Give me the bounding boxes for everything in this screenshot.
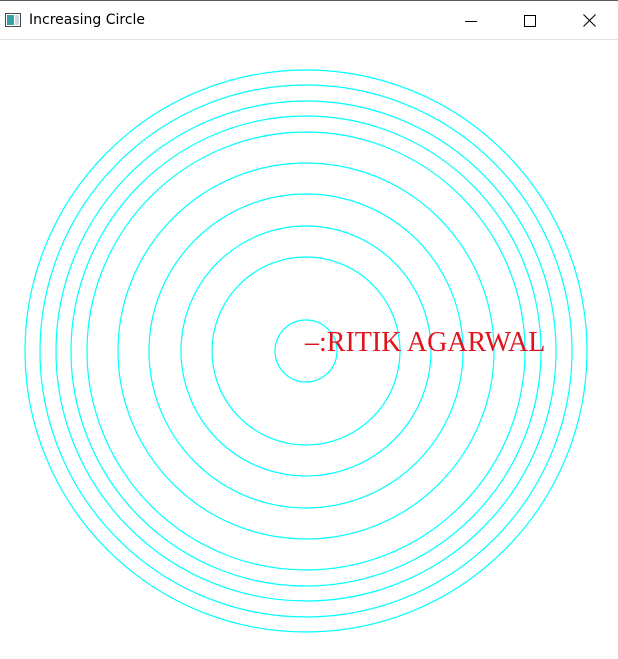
maximize-icon bbox=[524, 14, 536, 27]
circle-ring-5 bbox=[117, 162, 495, 540]
minimize-button[interactable] bbox=[442, 1, 500, 40]
circle-ring-10 bbox=[24, 69, 588, 633]
circle-ring-4 bbox=[148, 193, 464, 509]
circle-ring-7 bbox=[70, 115, 542, 587]
circle-ring-1 bbox=[274, 319, 338, 383]
window-title: Increasing Circle bbox=[29, 12, 146, 28]
circle-ring-9 bbox=[39, 84, 573, 618]
circle-ring-3 bbox=[180, 225, 432, 477]
concentric-circles bbox=[24, 69, 588, 633]
minimize-icon bbox=[465, 20, 477, 22]
circle-ring-6 bbox=[86, 131, 526, 571]
title-bar[interactable]: Increasing Circle bbox=[0, 0, 618, 40]
circle-ring-8 bbox=[55, 100, 557, 602]
author-label: –:RITIK AGARWAL bbox=[304, 327, 545, 358]
circles-drawing: –:RITIK AGARWAL bbox=[24, 69, 588, 633]
circle-ring-2 bbox=[211, 256, 401, 446]
close-button[interactable] bbox=[560, 1, 618, 40]
maximize-button[interactable] bbox=[501, 1, 559, 40]
close-icon bbox=[582, 14, 596, 27]
app-icon bbox=[5, 13, 21, 27]
drawing-canvas: –:RITIK AGARWAL bbox=[0, 40, 618, 659]
